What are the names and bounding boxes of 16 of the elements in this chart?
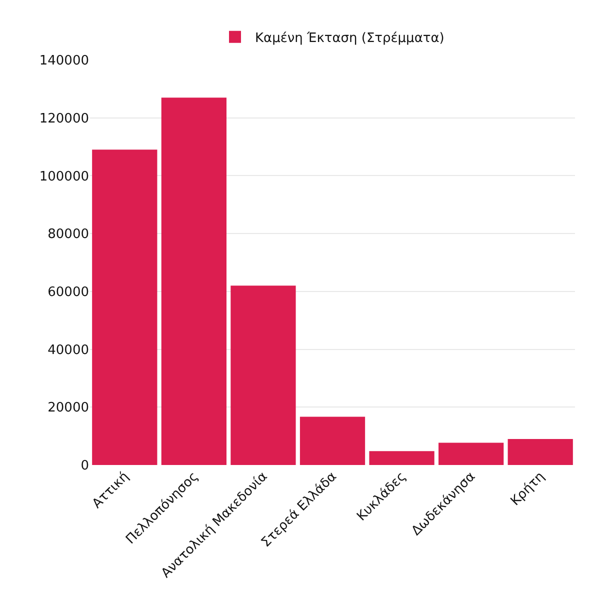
bar <box>438 442 504 465</box>
y-tick-label: 40000 <box>48 342 89 358</box>
bar <box>508 438 573 465</box>
legend-label: Καμένη Έκταση (Στρέμματα) <box>255 30 444 46</box>
y-tick-label: 0 <box>80 458 89 474</box>
bar <box>230 286 296 465</box>
bar <box>161 98 226 465</box>
y-tick-label: 20000 <box>48 400 89 416</box>
y-tick-label: 80000 <box>48 227 89 242</box>
y-tick-label: 120000 <box>39 111 89 126</box>
bar <box>92 150 158 465</box>
y-tick-label: 100000 <box>39 169 89 184</box>
y-tick-label: 140000 <box>39 54 89 69</box>
y-tick-label: 60000 <box>48 284 89 300</box>
bar <box>369 451 434 465</box>
bar <box>300 416 366 465</box>
